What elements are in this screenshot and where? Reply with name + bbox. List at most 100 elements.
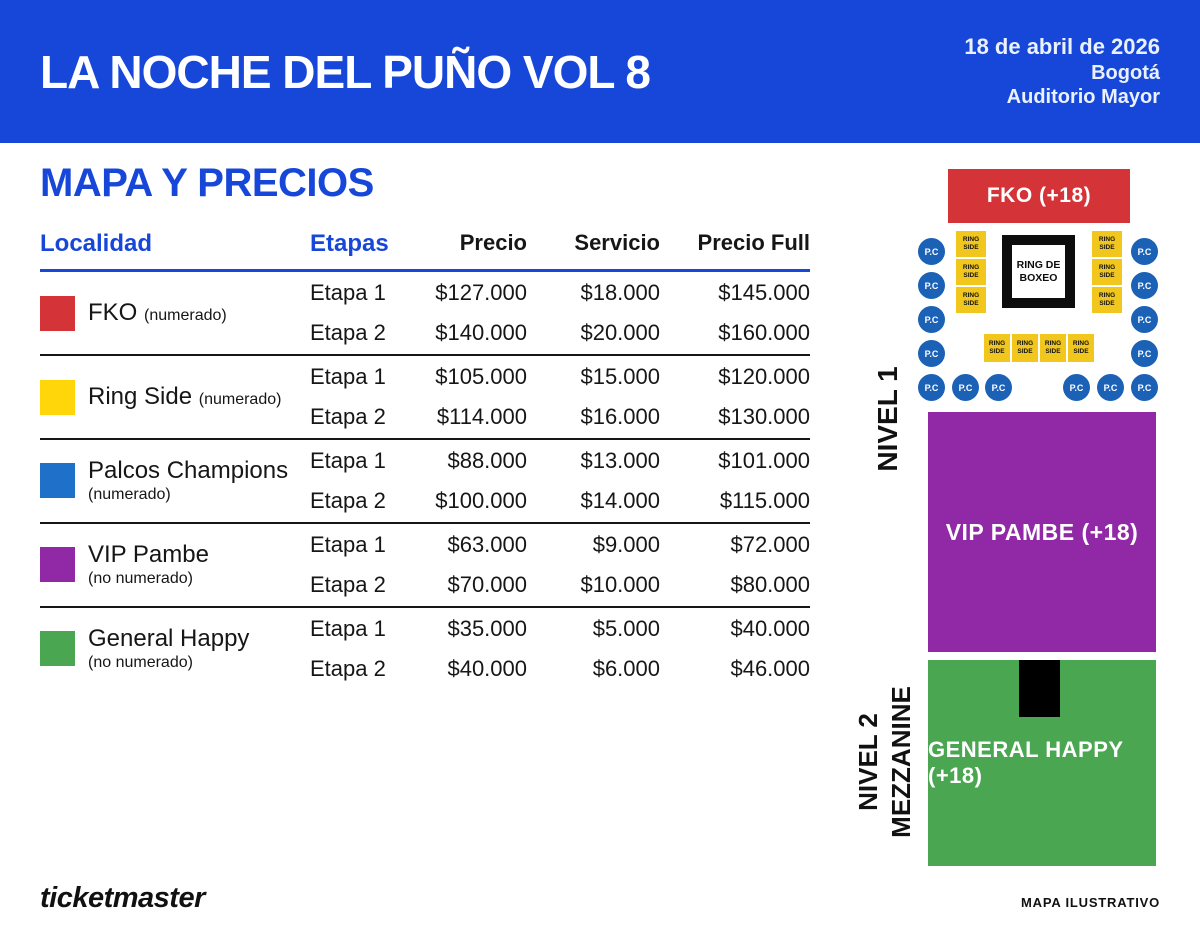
event-title: LA NOCHE DEL PUÑO VOL 8 bbox=[40, 45, 651, 98]
ringside-box: RING SIDE bbox=[1068, 334, 1094, 362]
stage-label: Etapa 1 bbox=[310, 448, 386, 473]
service-value: $9.000 bbox=[592, 532, 660, 557]
full-price-value: $40.000 bbox=[730, 616, 810, 641]
table-header-row: Localidad Etapas Precio Servicio Precio … bbox=[40, 230, 810, 272]
price-value: $70.000 bbox=[447, 572, 527, 597]
boxing-ring: RING DE BOXEO bbox=[1002, 235, 1075, 308]
stage-label: Etapa 1 bbox=[310, 532, 386, 557]
full-price-value: $160.000 bbox=[718, 320, 810, 345]
map-section-vip-pambe: VIP PAMBE (+18) bbox=[928, 412, 1156, 652]
locality-cell: General Happy (no numerado) bbox=[40, 625, 310, 672]
price-row-group: Ring Side (numerado) Etapa 1 $105.000 $15.0… bbox=[40, 354, 810, 438]
event-date: 18 de abril de 2026 bbox=[964, 34, 1160, 60]
locality-name: General Happy bbox=[88, 625, 250, 652]
price-value: $127.000 bbox=[435, 280, 527, 305]
pc-circle: P.C bbox=[1131, 340, 1158, 367]
price-value: $63.000 bbox=[447, 532, 527, 557]
boxing-ring-label: RING DE BOXEO bbox=[1012, 245, 1065, 298]
stage-label: Etapa 1 bbox=[310, 616, 386, 641]
price-row-group: Palcos Champions (numerado) Etapa 1 $88.000… bbox=[40, 438, 810, 522]
price-row-group: VIP Pambe (no numerado) Etapa 1 $63.000 $9.0… bbox=[40, 522, 810, 606]
ringside-box: RING SIDE bbox=[1040, 334, 1066, 362]
full-price-value: $130.000 bbox=[718, 404, 810, 429]
service-value: $13.000 bbox=[580, 448, 660, 473]
locality-name: Palcos Champions bbox=[88, 457, 289, 484]
pc-circle: P.C bbox=[918, 340, 945, 367]
price-value: $100.000 bbox=[435, 488, 527, 513]
ringside-box: RING SIDE bbox=[956, 259, 986, 285]
full-price-value: $46.000 bbox=[730, 656, 810, 681]
col-header-precio: Precio bbox=[459, 230, 527, 255]
pc-circle: P.C bbox=[918, 306, 945, 333]
price-value: $88.000 bbox=[447, 448, 527, 473]
pc-circle: P.C bbox=[1131, 306, 1158, 333]
locality-cell: Ring Side (numerado) bbox=[40, 379, 310, 415]
pc-circle: P.C bbox=[1131, 238, 1158, 265]
stage-label: Etapa 2 bbox=[310, 488, 386, 513]
map-disclaimer: MAPA ILUSTRATIVO bbox=[1021, 895, 1160, 910]
locality-qualifier: (no numerado) bbox=[88, 570, 193, 588]
stage-label: Etapa 2 bbox=[310, 404, 386, 429]
full-price-value: $72.000 bbox=[730, 532, 810, 557]
price-row-group: General Happy (no numerado) Etapa 1 $35.000… bbox=[40, 606, 810, 690]
service-value: $14.000 bbox=[580, 488, 660, 513]
ringside-box: RING SIDE bbox=[1092, 287, 1122, 313]
price-value: $105.000 bbox=[435, 364, 527, 389]
price-row-group: FKO (numerado) Etapa 1 $127.000 $18.000 $145… bbox=[40, 272, 810, 354]
locality-swatch bbox=[40, 631, 75, 667]
pc-circle: P.C bbox=[1131, 374, 1158, 401]
col-header-etapas: Etapas bbox=[310, 230, 389, 257]
col-header-precio-full: Precio Full bbox=[697, 230, 810, 255]
locality-cell: Palcos Champions (numerado) bbox=[40, 457, 310, 504]
locality-qualifier: (numerado) bbox=[144, 306, 227, 324]
price-value: $40.000 bbox=[447, 656, 527, 681]
ringside-box: RING SIDE bbox=[956, 231, 986, 257]
full-price-value: $115.000 bbox=[719, 488, 810, 513]
locality-text: Palcos Champions (numerado) bbox=[88, 457, 289, 504]
price-value: $114.000 bbox=[436, 404, 527, 429]
pc-circle: P.C bbox=[918, 374, 945, 401]
service-value: $15.000 bbox=[580, 364, 660, 389]
locality-text: Ring Side (numerado) bbox=[88, 383, 282, 410]
service-value: $16.000 bbox=[580, 404, 660, 429]
stage-label: Etapa 1 bbox=[310, 280, 386, 305]
locality-qualifier: (no numerado) bbox=[88, 654, 193, 672]
ringside-box: RING SIDE bbox=[1092, 259, 1122, 285]
pc-circle: P.C bbox=[1097, 374, 1124, 401]
service-value: $18.000 bbox=[580, 280, 660, 305]
event-venue: Auditorio Mayor bbox=[1006, 85, 1160, 108]
stage-label: Etapa 2 bbox=[310, 320, 386, 345]
locality-qualifier: (numerado) bbox=[198, 390, 282, 408]
price-value: $35.000 bbox=[447, 616, 527, 641]
service-value: $20.000 bbox=[580, 320, 660, 345]
stage-label: Etapa 2 bbox=[310, 656, 386, 681]
locality-text: General Happy (no numerado) bbox=[88, 625, 250, 672]
locality-text: FKO (numerado) bbox=[88, 298, 227, 326]
stage-notch bbox=[1019, 660, 1060, 717]
locality-qualifier: (numerado) bbox=[88, 486, 171, 504]
locality-text: VIP Pambe (no numerado) bbox=[88, 541, 209, 588]
locality-swatch bbox=[40, 379, 75, 415]
stage-label: Etapa 1 bbox=[310, 364, 386, 389]
locality-swatch bbox=[40, 547, 75, 583]
ringside-box: RING SIDE bbox=[984, 334, 1010, 362]
full-price-value: $120.000 bbox=[718, 364, 810, 389]
col-header-localidad: Localidad bbox=[40, 230, 153, 257]
locality-cell: FKO (numerado) bbox=[40, 295, 310, 331]
locality-swatch bbox=[40, 295, 75, 331]
locality-swatch bbox=[40, 463, 75, 499]
pc-circle: P.C bbox=[918, 272, 945, 299]
nivel-2-label: NIVEL 2 bbox=[853, 713, 883, 811]
pc-circle: P.C bbox=[985, 374, 1012, 401]
service-value: $6.000 bbox=[592, 656, 660, 681]
event-city: Bogotá bbox=[1091, 61, 1160, 84]
table-body: FKO (numerado) Etapa 1 $127.000 $18.000 $145… bbox=[40, 272, 810, 690]
price-table: Localidad Etapas Precio Servicio Precio … bbox=[40, 230, 810, 690]
locality-name: FKO (numerado) bbox=[88, 298, 227, 326]
mezzanine-label: MEZZANINE bbox=[886, 686, 916, 838]
col-header-servicio: Servicio bbox=[574, 230, 660, 255]
locality-cell: VIP Pambe (no numerado) bbox=[40, 541, 310, 588]
pc-circle: P.C bbox=[918, 238, 945, 265]
locality-name: VIP Pambe bbox=[88, 541, 209, 568]
